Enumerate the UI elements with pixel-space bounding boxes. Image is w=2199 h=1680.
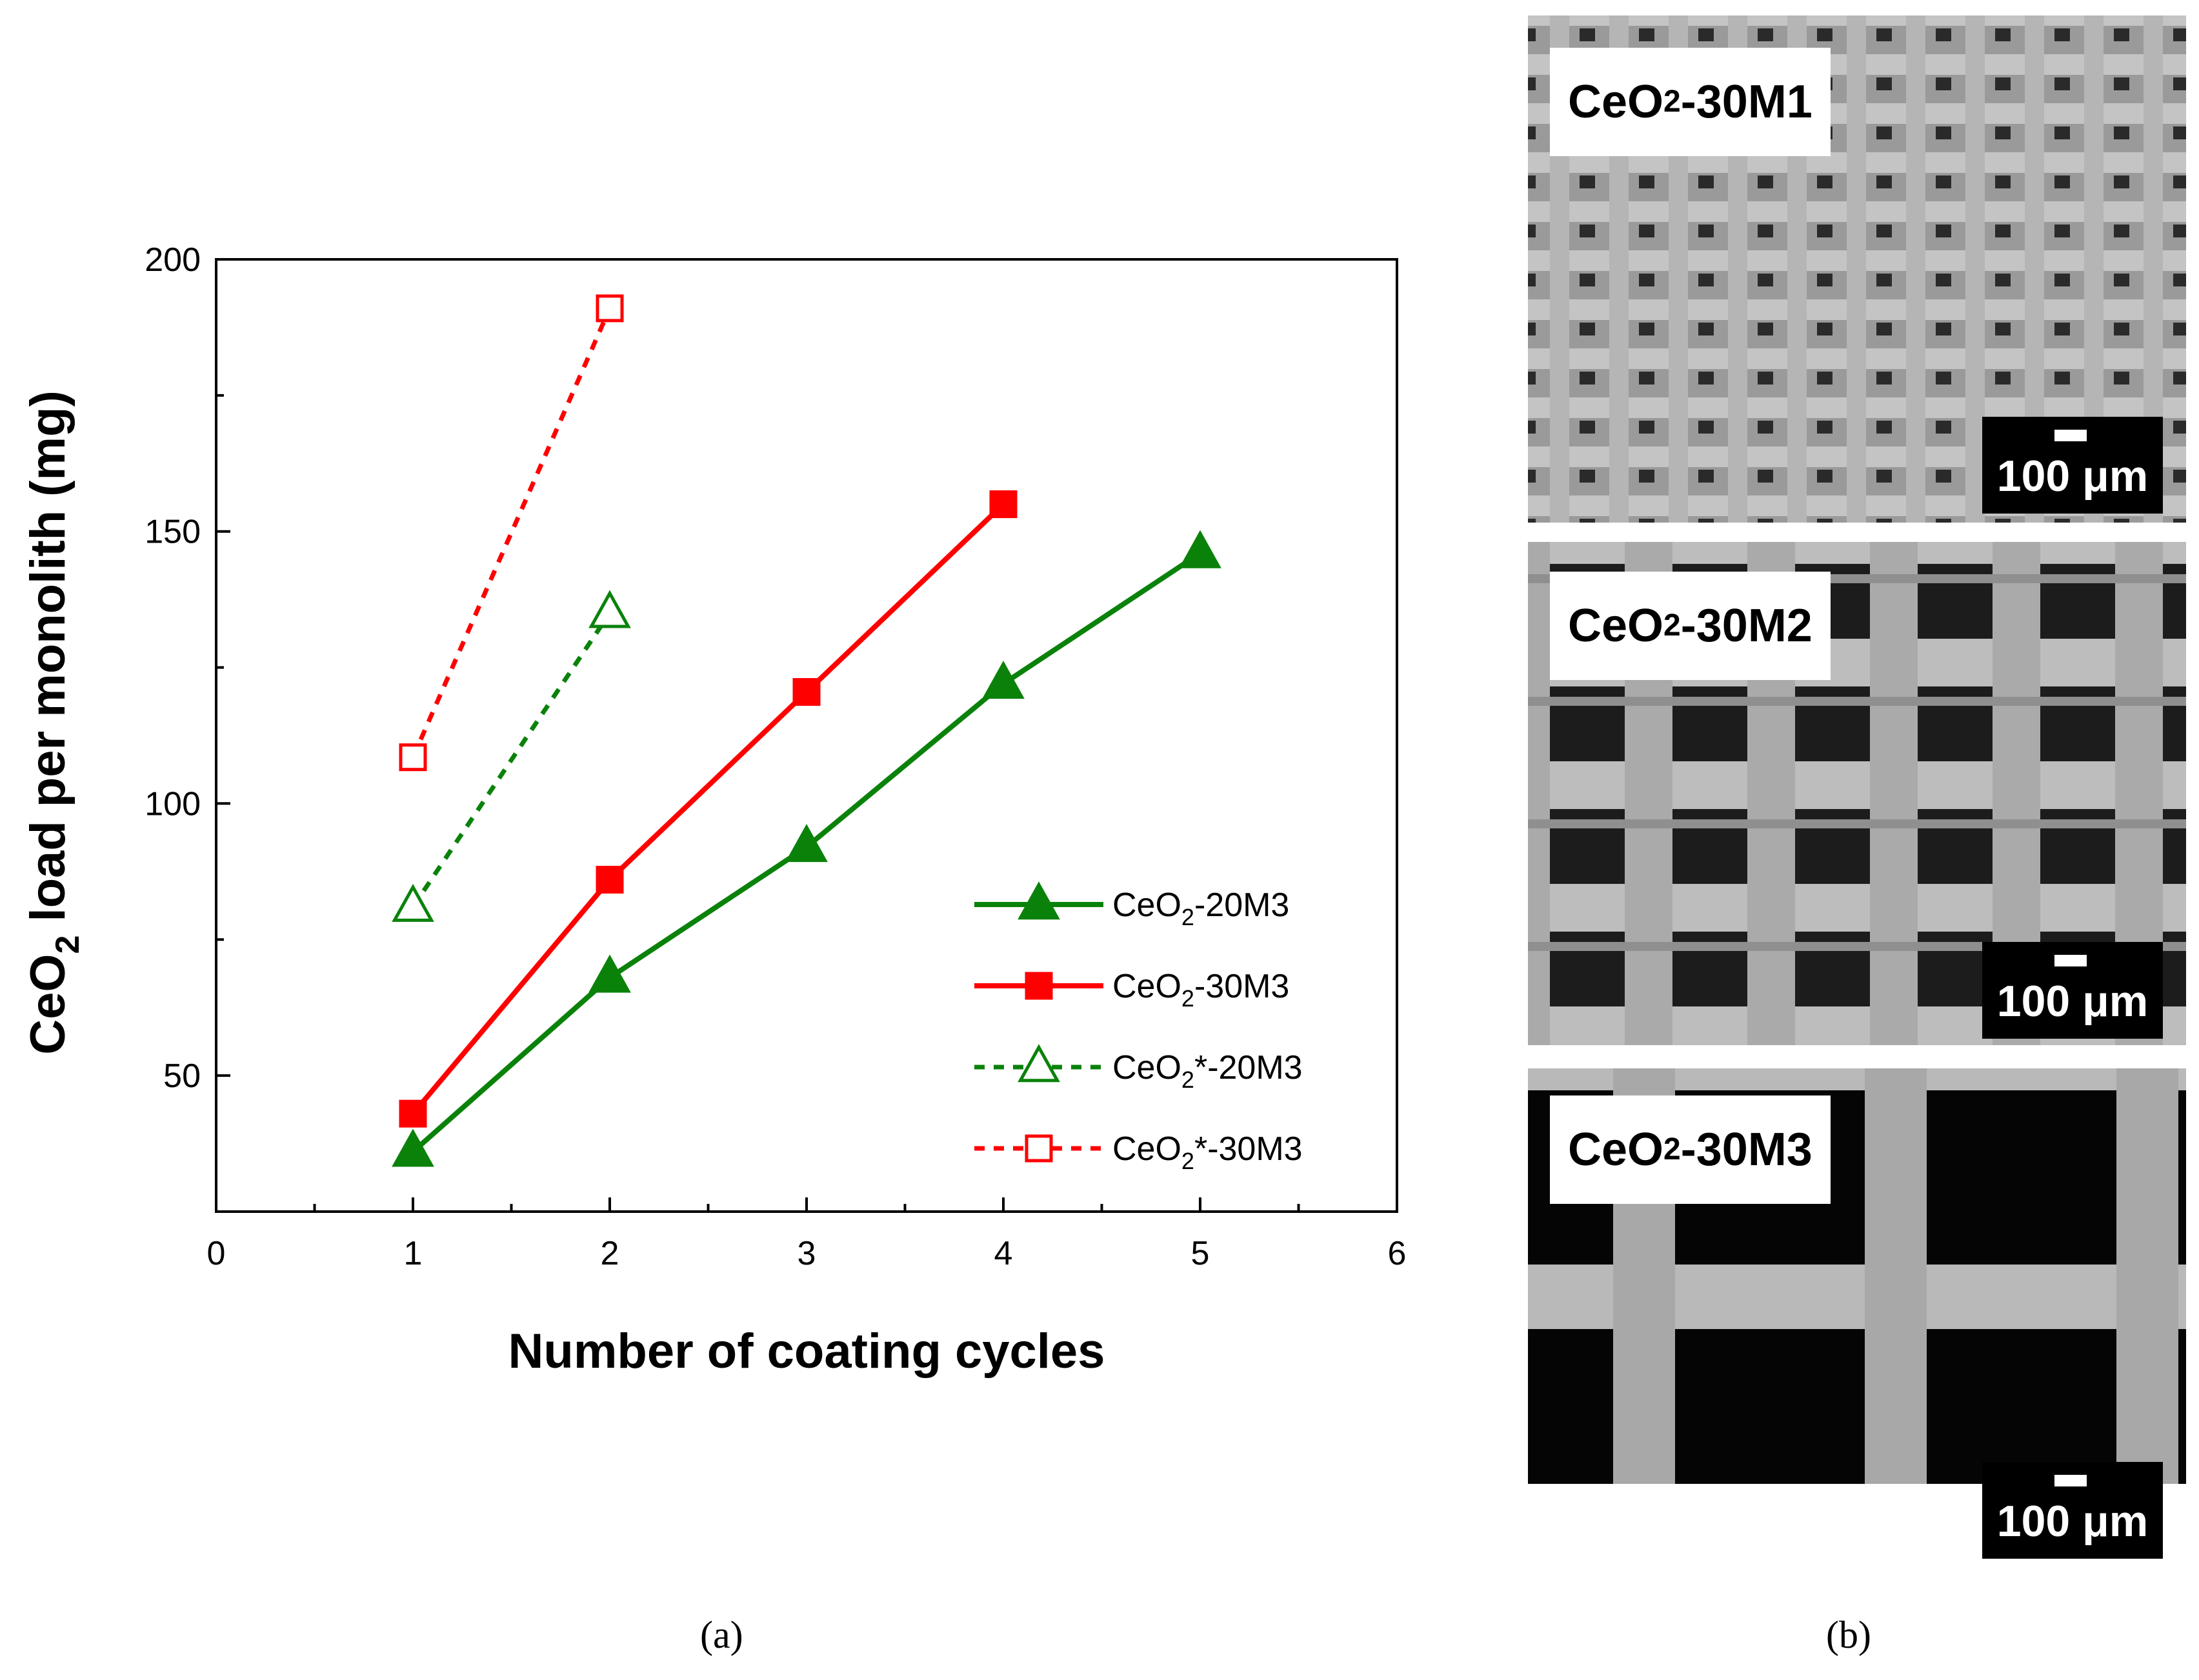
data-point-1-1: [596, 866, 624, 894]
caption-b: (b): [1826, 1614, 1871, 1656]
x-tick-label: 0: [207, 1235, 226, 1272]
x-tick-label: 5: [1191, 1235, 1210, 1272]
y-tick-label: 100: [145, 785, 201, 823]
scale-bar-30M3: 100 μm: [1982, 1462, 2163, 1559]
y-tick-label: 200: [145, 241, 201, 279]
y-tick-label: 150: [145, 514, 201, 551]
legend-marker-0: [1018, 881, 1060, 920]
series-line-2: [411, 612, 612, 908]
scale-bar-line: [2054, 955, 2087, 966]
scale-bar-line: [2054, 430, 2087, 441]
x-tick-label: 2: [601, 1235, 619, 1272]
data-point-2-1: [588, 590, 631, 628]
data-point-3-0: [399, 743, 427, 772]
data-point-1-2: [792, 678, 821, 706]
series-lines: [410, 307, 1202, 1154]
x-tick-label: 3: [798, 1235, 816, 1272]
sem-label-30M1: CeO 2 -30M1: [1550, 48, 1831, 156]
data-point-3-1: [596, 294, 624, 323]
x-tick-label: 6: [1388, 1235, 1407, 1272]
scale-bar-label: 100 μm: [1996, 977, 2149, 1026]
legend-marker-2: [1018, 1044, 1060, 1083]
data-point-0-3: [982, 661, 1025, 699]
series-markers: [392, 294, 1221, 1167]
series-line-3: [410, 307, 612, 759]
sem-label-30M3: CeO 2 -30M3: [1550, 1095, 1831, 1204]
scale-bar-label: 100 μm: [1996, 1497, 2149, 1546]
data-point-0-4: [1179, 530, 1221, 568]
scale-bar-label: 100 μm: [1996, 452, 2149, 501]
y-axis-ticks: 50 100 150 200: [145, 241, 230, 1213]
data-point-1-0: [399, 1099, 427, 1128]
scale-bar-line: [2054, 1475, 2087, 1486]
x-tick-label: 4: [994, 1235, 1013, 1272]
data-point-0-1: [588, 954, 631, 993]
x-axis-title: Number of coating cycles: [508, 1324, 1105, 1379]
x-axis-ticks: 0 1 2 3 4 5 6: [207, 1197, 1407, 1272]
legend-label-3: CeO2*-30M3: [1112, 1130, 1303, 1174]
data-point-0-2: [785, 824, 828, 863]
legend-marker-1: [1025, 972, 1053, 1000]
legend-label-1: CeO2-30M3: [1112, 968, 1289, 1012]
x-tick-label: 1: [404, 1235, 423, 1272]
legend: CeO2-20M3 CeO2-30M3 CeO2*-20M3 CeO2*-30M3: [974, 881, 1303, 1174]
legend-label-0: CeO2-20M3: [1112, 886, 1289, 930]
y-tick-label: 50: [163, 1057, 201, 1095]
data-point-1-3: [989, 490, 1018, 519]
sem-label-30M2: CeO 2 -30M2: [1550, 572, 1831, 680]
legend-label-2: CeO2*-20M3: [1112, 1049, 1303, 1093]
data-point-0-0: [392, 1128, 434, 1167]
legend-marker-3: [1025, 1134, 1053, 1163]
scale-bar-30M2: 100 μm: [1982, 942, 2163, 1039]
caption-a: (a): [700, 1614, 743, 1656]
coating-load-chart: 0 1 2 3 4 5 6 50 100 150 200 Number of coating cy…: [21, 15, 2186, 1484]
series-line-1: [410, 502, 1005, 1115]
scale-bar-30M1: 100 μm: [1982, 417, 2163, 514]
y-axis-title: CeO2 load per monolith (mg): [21, 390, 86, 1055]
data-point-2-0: [392, 883, 434, 922]
